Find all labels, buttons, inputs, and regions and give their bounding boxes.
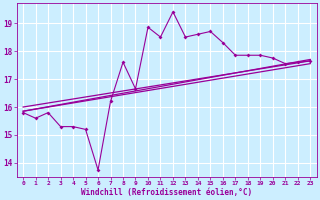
X-axis label: Windchill (Refroidissement éolien,°C): Windchill (Refroidissement éolien,°C) bbox=[81, 188, 252, 197]
